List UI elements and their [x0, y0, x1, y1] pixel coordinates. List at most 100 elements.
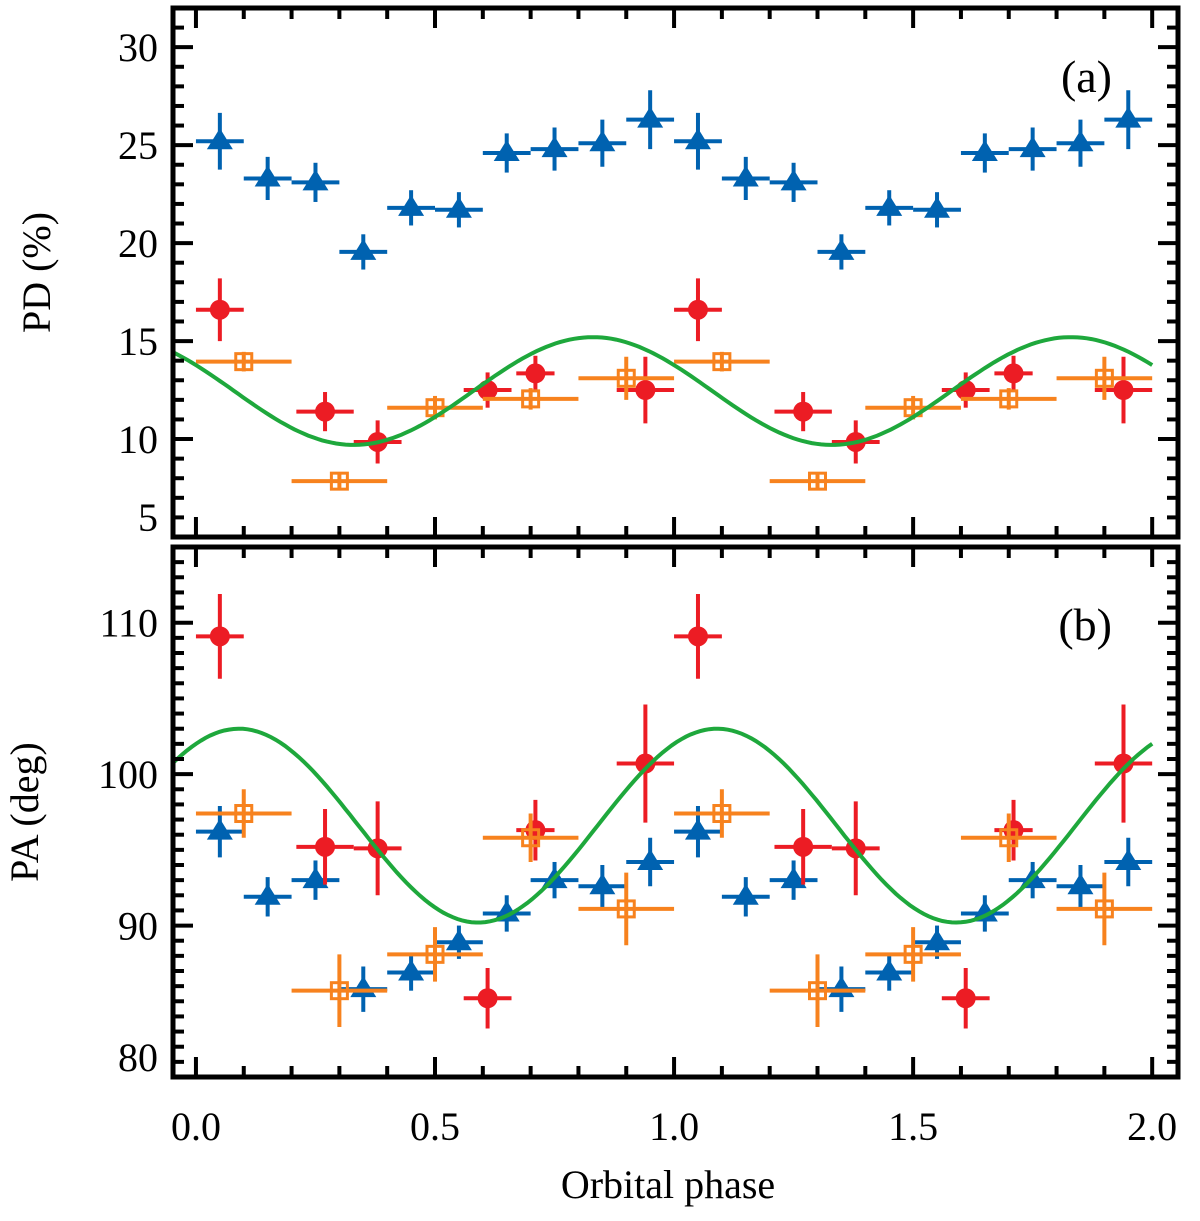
data-point: [960, 388, 1057, 410]
x-tick-label: 0.5: [410, 1104, 460, 1149]
circle-marker: [315, 401, 336, 422]
square-marker: [999, 389, 1019, 409]
triangle-marker: [732, 165, 759, 187]
y-tick-label: 110: [99, 601, 158, 646]
orange-squares-series: [195, 789, 1153, 1028]
square-marker: [712, 804, 732, 824]
data-point: [195, 789, 292, 838]
y-tick-label: 5: [138, 495, 158, 540]
data-point: [482, 133, 531, 173]
data-point: [774, 808, 832, 885]
triangle-marker: [971, 900, 998, 922]
triangle-marker: [493, 900, 520, 922]
y-tick-label: 10: [118, 417, 158, 462]
data-point: [769, 471, 866, 491]
data-point: [865, 190, 914, 226]
triangle-marker: [828, 238, 855, 260]
circle-marker: [793, 836, 814, 857]
data-point: [774, 392, 832, 432]
circle-marker: [209, 299, 230, 320]
triangle-marker: [732, 883, 759, 905]
square-marker: [999, 828, 1019, 848]
circle-marker: [687, 299, 708, 320]
x-tick-label: 1.0: [649, 1104, 699, 1149]
data-point: [291, 162, 340, 202]
data-point: [578, 356, 675, 400]
data-point: [463, 967, 512, 1029]
x-tick-label: 2.0: [1127, 1104, 1177, 1149]
square-marker: [616, 899, 636, 919]
square-marker: [808, 471, 828, 491]
x-tick-label: 0.0: [171, 1104, 221, 1149]
data-point: [296, 808, 354, 885]
data-point: [865, 954, 914, 991]
circle-marker: [687, 626, 708, 647]
circle-marker: [1113, 380, 1134, 401]
triangle-marker: [780, 867, 807, 889]
data-point: [960, 895, 1009, 932]
circle-marker: [635, 753, 656, 774]
square-marker: [521, 828, 541, 848]
y-axis-title: PA (deg): [2, 742, 47, 882]
data-point: [817, 234, 866, 270]
x-tick-label: 1.5: [888, 1104, 938, 1149]
triangle-marker: [302, 867, 329, 889]
y-tick-label: 20: [118, 221, 158, 266]
data-point: [482, 388, 579, 410]
data-point: [578, 865, 627, 908]
triangle-marker: [206, 818, 233, 840]
circle-marker: [1113, 753, 1134, 774]
data-point: [913, 192, 961, 228]
x-ticks: [193, 8, 1155, 537]
triangle-marker: [206, 128, 233, 150]
triangle-marker: [541, 136, 568, 158]
triangle-marker: [398, 194, 425, 216]
square-marker: [903, 944, 923, 964]
data-point: [769, 860, 818, 900]
data-point: [482, 895, 531, 932]
triangle-marker: [445, 929, 472, 951]
data-point: [626, 837, 675, 887]
y-tick-label: 15: [118, 319, 158, 364]
data-point: [769, 162, 818, 202]
panel-pa: 80 90 100 110 PA (deg) (b): [2, 544, 1181, 1080]
square-marker: [234, 352, 254, 372]
triangle-marker: [637, 848, 664, 870]
data-point: [463, 372, 512, 408]
data-point: [1104, 837, 1153, 887]
data-point: [616, 704, 675, 823]
y-tick-label: 80: [118, 1035, 158, 1080]
triangle-marker: [589, 130, 616, 152]
triangle-marker: [302, 169, 329, 191]
data-point: [296, 392, 354, 432]
data-point: [1056, 356, 1153, 400]
square-marker: [329, 471, 349, 491]
data-point: [578, 872, 675, 946]
circle-marker: [793, 401, 814, 422]
data-point: [387, 190, 436, 226]
y-tick-label: 90: [118, 904, 158, 949]
data-point: [674, 278, 722, 342]
triangle-marker: [350, 238, 377, 260]
panel-label: (b): [1058, 599, 1112, 650]
y-ticks: [173, 560, 1178, 1064]
square-marker: [329, 981, 349, 1001]
data-point: [1056, 872, 1153, 946]
y-axis-title: PD (%): [14, 212, 59, 333]
pd-model-curve: [173, 335, 1154, 447]
data-point: [674, 112, 722, 170]
triangle-marker: [924, 196, 951, 218]
data-point: [578, 119, 627, 167]
data-point: [339, 234, 388, 270]
data-point: [960, 133, 1009, 173]
data-point: [994, 355, 1033, 392]
y-tick-label: 25: [118, 123, 158, 168]
data-point: [195, 112, 244, 170]
data-point: [626, 90, 675, 150]
square-marker: [712, 352, 732, 372]
triangle-marker: [350, 976, 377, 998]
data-point: [721, 877, 770, 917]
red-circles-series: [195, 278, 1153, 464]
triangle-marker: [924, 929, 951, 951]
data-point: [195, 593, 244, 679]
